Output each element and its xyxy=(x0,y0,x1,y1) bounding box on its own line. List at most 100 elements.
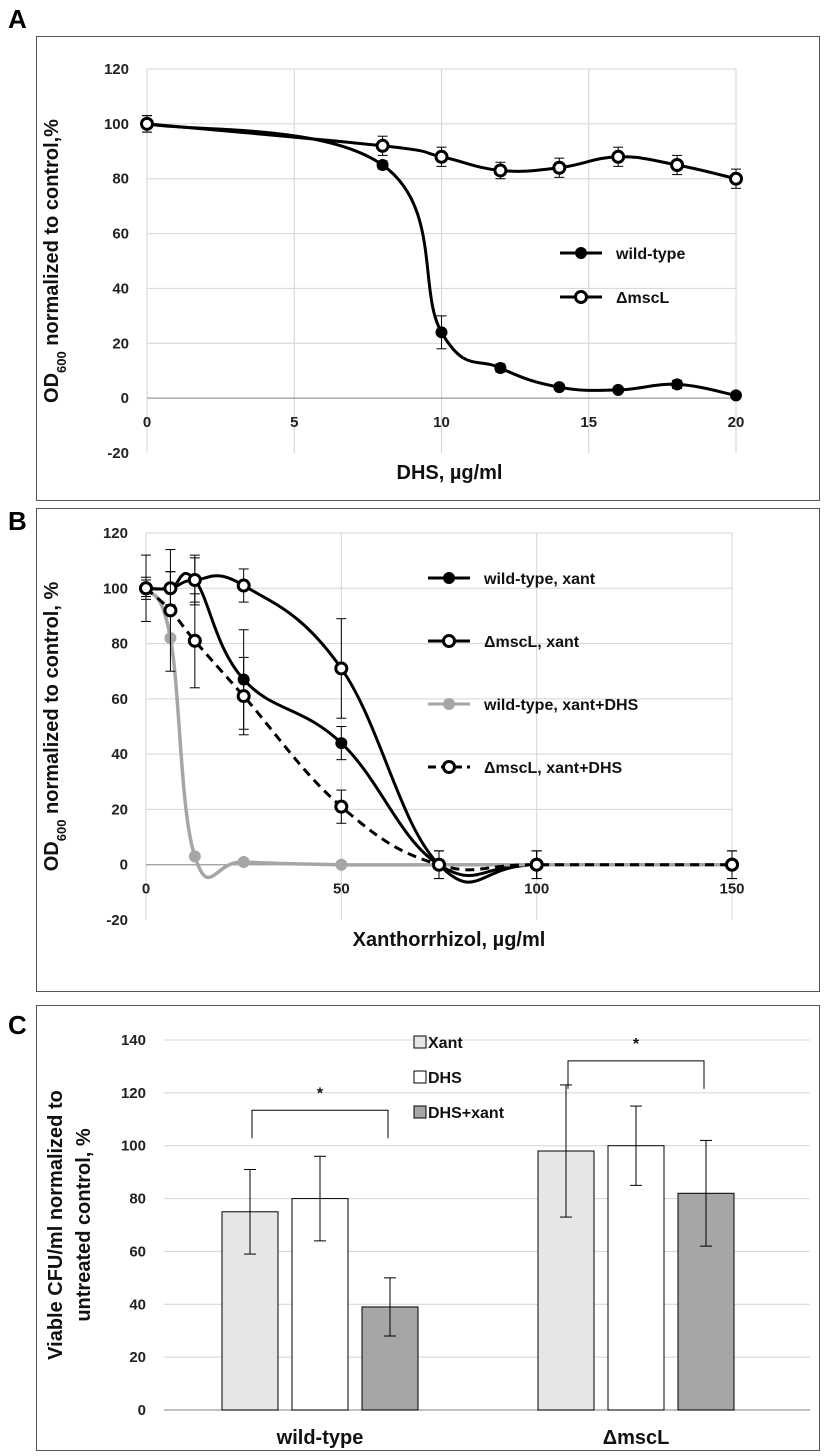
panel-a-data-point xyxy=(434,149,449,164)
panel-a-xtick-label: 15 xyxy=(580,414,597,431)
panel-c-significance-1: * xyxy=(567,1036,705,1089)
panel-a-ytick-label: 120 xyxy=(104,61,129,78)
panel-a-legend-item-1: ΔmscL xyxy=(560,290,670,307)
panel-c-legend-label: DHS xyxy=(428,1070,462,1087)
panel-b-legend-label: wild-type, xant+DHS xyxy=(483,697,639,714)
panel-a-xtick-label: 5 xyxy=(290,414,298,431)
panel-a-ytick-label: 100 xyxy=(104,116,129,133)
panel-c-significance-0: * xyxy=(251,1085,389,1139)
panel-label-a: A xyxy=(8,4,27,34)
panel-b-legend-marker xyxy=(443,698,455,710)
panel-b-series-line xyxy=(145,574,732,884)
panel-b-legend-marker xyxy=(442,760,456,774)
panel-b-data-point xyxy=(334,799,349,814)
panel-c-legend-item-1: DHS xyxy=(413,1070,462,1087)
panel-c-legend-label: DHS+xant xyxy=(428,1105,505,1122)
panel-b-data-point xyxy=(335,858,348,871)
panel-a-data-point xyxy=(376,159,389,171)
panel-b-legend-item-3: ΔmscL, xant+DHS xyxy=(428,760,623,777)
panel-b-data-point xyxy=(187,572,202,587)
panel-a-data-point xyxy=(671,378,684,391)
panel-a-ytick-label: 60 xyxy=(112,226,129,243)
panel-b-data-point xyxy=(432,857,446,872)
panel-c-ytick-label: 20 xyxy=(129,1349,146,1366)
panel-c-legend-swatch xyxy=(413,1070,427,1084)
panel-a-data-point xyxy=(670,158,685,172)
panel-c-ytick-label: 100 xyxy=(121,1138,146,1155)
panel-b-legend-label: ΔmscL, xant xyxy=(484,634,580,651)
panel-c-significance-bracket xyxy=(251,1109,389,1139)
panel-a-data-point xyxy=(140,116,154,131)
panel-b-data-point xyxy=(725,857,739,872)
panel-a-data-point xyxy=(494,361,507,374)
panel-a-ytick-label: 40 xyxy=(112,280,129,297)
panel-c-bar xyxy=(607,1145,665,1411)
panel-a-ytick-label: 80 xyxy=(112,171,129,188)
panel-a-xtick-label: 20 xyxy=(728,414,745,431)
panel-b-data-point xyxy=(529,857,544,872)
panel-a-data-point xyxy=(611,149,626,164)
panel-b-ytick-label: 60 xyxy=(111,691,128,708)
panel-c-category-label: wild-type xyxy=(276,1427,364,1449)
panel-b-legend-item-2: wild-type, xant+DHS xyxy=(428,697,639,714)
panel-label-b: B xyxy=(8,506,27,536)
panel-b-ytick-label: 40 xyxy=(111,746,128,763)
panel-b-legend-item-1: ΔmscL, xant xyxy=(428,634,580,651)
panel-b-legend-marker xyxy=(442,634,456,648)
panel-b-ytick-label: 20 xyxy=(111,801,128,818)
panel-b-plot: -20 0 20 40 60 80 100 120 0 50 100 150 Xanthorrhizol… xyxy=(41,525,745,951)
panel-b-ytick-label: 100 xyxy=(103,580,128,597)
panel-a-legend-label: ΔmscL xyxy=(616,290,670,307)
panel-c-ytick-label: 80 xyxy=(129,1191,146,1208)
panel-b-x-axis-title: Xanthorrhizol, µg/ml xyxy=(353,929,546,951)
panel-c-ytick-label: 0 xyxy=(138,1402,146,1419)
panel-a-ytick-label: 0 xyxy=(121,390,129,407)
panel-a-data-point xyxy=(612,383,625,396)
panel-a-plot: -20 0 20 40 60 80 100 120 0 5 10 15 20 DHS, µg/ml OD60… xyxy=(41,61,744,484)
panel-a-legend-item-0: wild-type xyxy=(560,246,685,263)
panel-b-xtick-label: 0 xyxy=(142,881,150,898)
panel-b-xtick-label: 50 xyxy=(333,881,350,898)
panel-b-data-point xyxy=(188,850,201,863)
panel-c-ytick-label: 140 xyxy=(121,1032,146,1049)
panel-b-legend-item-0: wild-type, xant xyxy=(428,571,596,588)
panel-b-legend-marker xyxy=(443,572,455,584)
panel-a-data-point xyxy=(493,163,508,178)
panel-c-y-axis-title-line2: untreated control, % xyxy=(73,1128,95,1322)
panel-b-ytick-label: -20 xyxy=(106,912,128,929)
panel-b-ytick-label: 0 xyxy=(120,857,128,874)
panel-label-c: C xyxy=(8,1010,27,1040)
panel-b-series-line xyxy=(144,587,732,872)
panel-a-y-axis-title: OD600 normalized to control,% xyxy=(41,119,69,403)
panel-c-significance-bracket xyxy=(567,1060,705,1089)
panel-b-data-point xyxy=(236,689,251,704)
panel-a-x-axis-title: DHS, µg/ml xyxy=(397,462,503,484)
panel-c-legend-item-2: DHS+xant xyxy=(413,1105,505,1122)
panel-b-ytick-label: 80 xyxy=(111,636,128,653)
panel-b-series-line xyxy=(144,587,732,880)
panel-a-data-point xyxy=(730,389,742,402)
panel-b-xtick-label: 100 xyxy=(524,881,549,898)
panel-a-xtick-label: 0 xyxy=(143,414,151,431)
panel-c-significance-marker: * xyxy=(317,1085,324,1102)
panel-b-data-point xyxy=(163,603,178,618)
panel-a-ytick-label: -20 xyxy=(107,445,129,462)
panel-b-series-0 xyxy=(140,554,738,880)
panel-a-series-1 xyxy=(140,115,743,189)
panel-b-series-2 xyxy=(140,582,738,880)
panel-b-y-axis-title: OD600 normalized to control, % xyxy=(41,582,69,872)
panel-b-series-line xyxy=(145,571,732,878)
panel-b-data-point xyxy=(236,578,251,593)
panel-b-data-point xyxy=(334,661,349,676)
panel-a-ytick-label: 20 xyxy=(112,335,129,352)
panel-a-data-point xyxy=(375,138,390,153)
panel-c-legend-item-0: Xant xyxy=(413,1035,463,1052)
panel-b-xtick-label: 150 xyxy=(719,881,744,898)
panel-c-plot: 0 20 40 60 80 100 120 140 Viable CFU/ml normaliz… xyxy=(45,1032,810,1449)
panel-b-data-point xyxy=(187,633,202,648)
panel-a-legend-label: wild-type xyxy=(615,246,685,263)
panel-c-y-axis-title-line1: Viable CFU/ml normalized to xyxy=(45,1090,67,1360)
panel-c-legend-swatch xyxy=(413,1105,427,1119)
panel-c-legend-label: Xant xyxy=(428,1035,463,1052)
